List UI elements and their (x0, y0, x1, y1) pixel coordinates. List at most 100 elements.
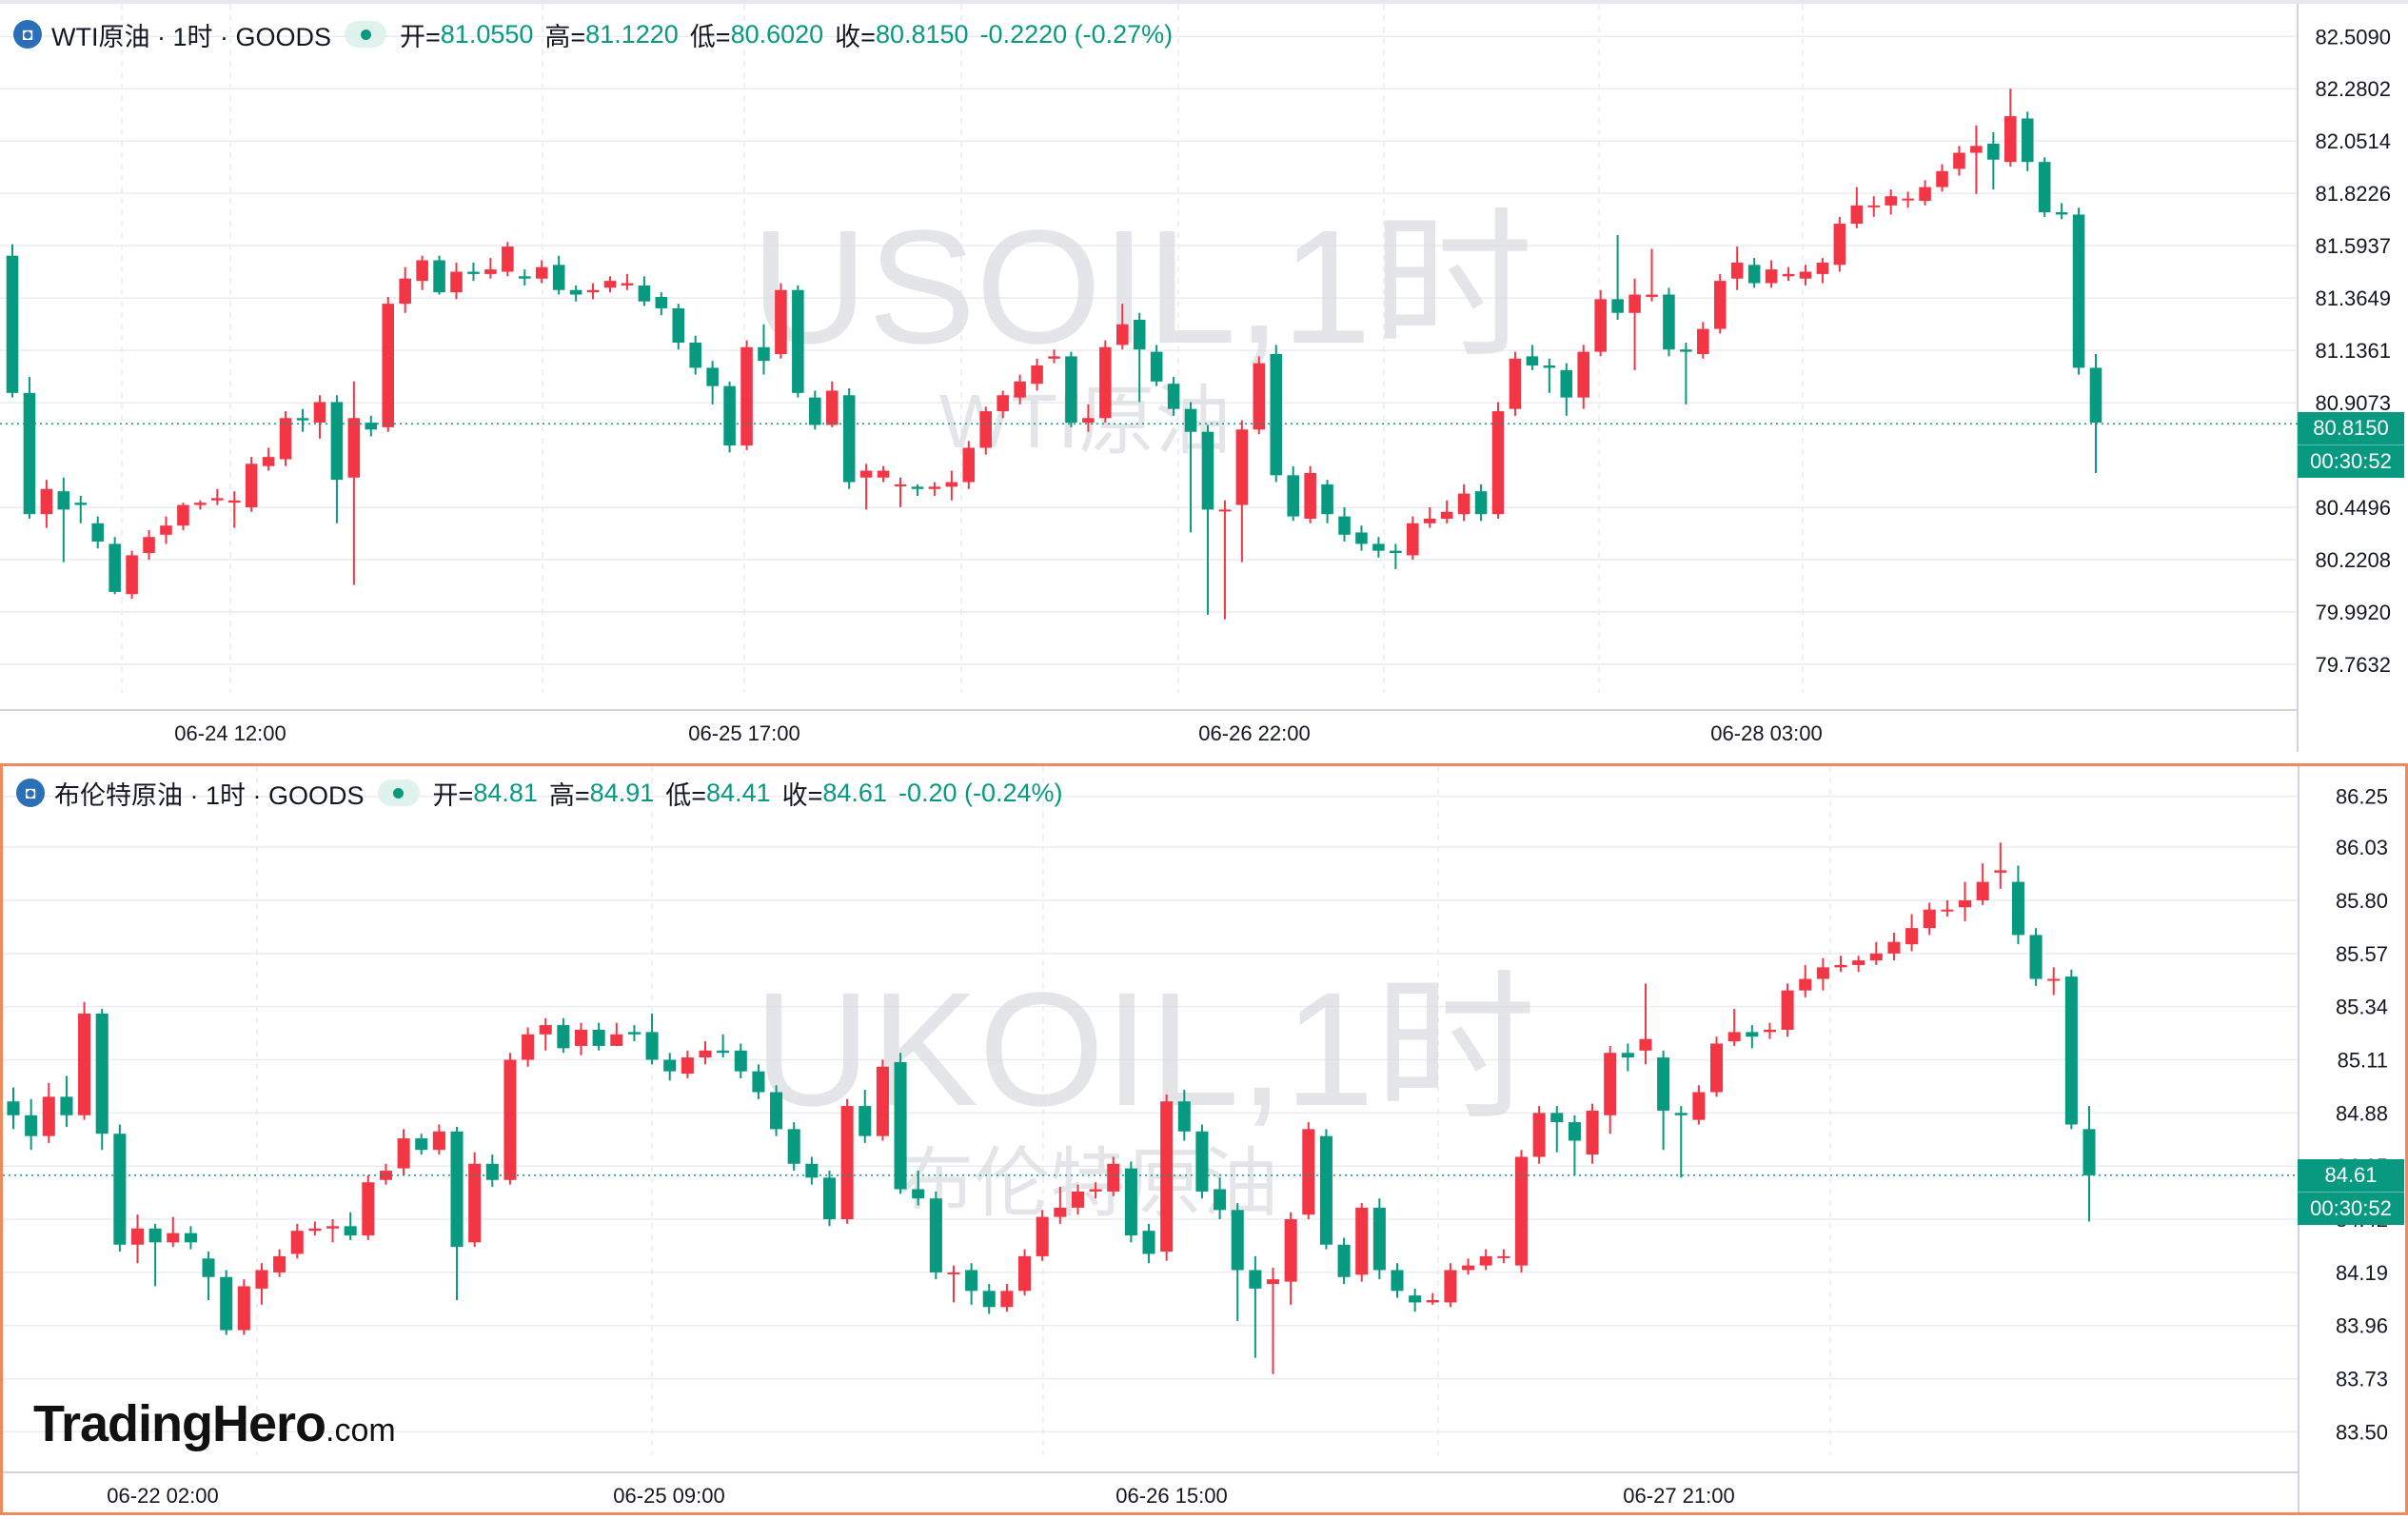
wti-x-tick-label: 06-25 17:00 (688, 721, 799, 745)
wti-candle (1150, 351, 1163, 382)
brent-low-value: 84.41 (706, 778, 771, 807)
brent-candle (167, 1233, 180, 1243)
brand-logo: TradingHero.com (33, 1394, 396, 1453)
wti-y-tick-label: 79.7632 (2315, 653, 2391, 677)
brent-candle (947, 1272, 960, 1274)
brent-x-tick-label: 06-22 02:00 (107, 1484, 218, 1508)
brent-candle (1000, 1291, 1014, 1308)
wti-candle (1782, 273, 1795, 277)
wti-candle (1423, 519, 1436, 523)
brent-candle (663, 1059, 677, 1072)
brent-candle (1657, 1057, 1670, 1111)
wti-y-tick-label: 82.0514 (2315, 129, 2391, 153)
wti-candle (792, 289, 804, 393)
brent-chart-pane[interactable]: 86.2586.0385.8085.5785.3485.1184.8884.65… (0, 763, 2408, 1515)
wti-candle (758, 346, 770, 362)
wti-candle (1184, 408, 1197, 432)
wti-candle (1747, 265, 1761, 284)
wti-candle (6, 255, 19, 393)
market-status-dot[interactable] (377, 779, 420, 806)
wti-x-tick-label: 06-26 22:00 (1198, 721, 1310, 745)
wti-y-tick-label: 82.2802 (2315, 77, 2391, 101)
brent-candle (681, 1057, 694, 1075)
brent-y-tick-label: 83.96 (2336, 1314, 2388, 1338)
brent-y-tick-label: 86.03 (2336, 836, 2388, 859)
market-status-dot[interactable] (345, 21, 386, 48)
wti-candle (2072, 214, 2085, 368)
wti-candle (877, 470, 890, 478)
brent-candle (130, 1228, 145, 1245)
brent-y-tick-label: 83.50 (2336, 1420, 2388, 1444)
brent-symbol-label[interactable]: 布伦特原油 · 1时 · GOODS (54, 780, 365, 810)
wti-candle (911, 486, 924, 489)
wti-candle (2055, 212, 2068, 215)
wti-candle (416, 260, 428, 282)
brent-candle (397, 1138, 410, 1169)
wti-candle (177, 504, 189, 526)
wti-y-tick-label: 80.4496 (2315, 496, 2391, 520)
brent-candle (1444, 1270, 1457, 1303)
brent-candle (1568, 1122, 1581, 1141)
brent-candle (1604, 1053, 1617, 1115)
wti-chart-pane[interactable]: 82.5090 82.2802 82.0514 81.8226 81.5937 81.36… (0, 0, 2408, 752)
wti-candle (1953, 152, 1965, 169)
brent-candle (2082, 1129, 2096, 1175)
wti-open-value: 81.0550 (440, 19, 534, 49)
wti-x-tick-label: 06-24 12:00 (174, 721, 286, 745)
wti-candle (1867, 205, 1881, 207)
wti-symbol-label[interactable]: WTI原油 · 1时 · GOODS (51, 22, 331, 51)
wti-candle (655, 296, 668, 308)
wti-countdown: 00:30:52 (2310, 449, 2392, 473)
wti-candle (1167, 384, 1180, 409)
wti-candle (1730, 262, 1744, 279)
wti-y-tick-label: 79.9920 (2315, 601, 2391, 624)
wti-candle (706, 367, 719, 386)
wti-candle (1474, 491, 1488, 515)
open-label: 开= (432, 780, 474, 810)
wti-candle (945, 482, 958, 487)
wti-candle (1509, 358, 1522, 409)
brent-chart-canvas[interactable]: 86.2586.0385.8085.5785.3485.1184.8884.65… (3, 766, 2405, 1512)
wti-candle (1218, 509, 1232, 512)
wti-candle (313, 402, 326, 424)
wti-last-price: 80.8150 (2298, 412, 2404, 445)
wti-candle (1765, 269, 1778, 284)
wti-candle (1663, 294, 1675, 350)
wti-candle (979, 411, 993, 448)
wti-candle (569, 289, 582, 295)
wti-candle (2004, 116, 2017, 163)
symbol-icon[interactable]: ◘ (13, 20, 42, 49)
low-label: 低= (665, 780, 707, 810)
brent-candle (876, 1066, 889, 1136)
wti-candle (1201, 431, 1214, 510)
brent-candle (1746, 1032, 1759, 1037)
wti-candle (2089, 367, 2102, 424)
brent-candle (1497, 1255, 1510, 1258)
wti-candle (1646, 294, 1658, 297)
brent-candle (148, 1228, 162, 1243)
wti-candle (1850, 205, 1864, 225)
wti-candle (143, 537, 155, 554)
brent-candle (1869, 953, 1883, 961)
wti-candle (160, 525, 172, 535)
brent-candle (699, 1050, 712, 1058)
brent-candle (1071, 1191, 1084, 1208)
wti-candle (1680, 349, 1692, 352)
wti-candle (1594, 299, 1607, 352)
brent-candle (290, 1231, 304, 1254)
brent-candle (1727, 1032, 1741, 1042)
symbol-icon[interactable]: ◘ (16, 779, 45, 807)
brent-candle (717, 1050, 730, 1054)
brent-candle (1674, 1113, 1688, 1115)
wti-candle (262, 457, 275, 466)
wti-candle (279, 418, 292, 460)
wti-candle (1457, 493, 1470, 515)
high-label: 高= (548, 780, 590, 810)
brent-candle (610, 1034, 623, 1046)
brent-candle (308, 1228, 322, 1232)
wti-candle (57, 491, 70, 510)
wti-candle (1014, 381, 1026, 398)
wti-candle (2021, 118, 2034, 163)
brent-candle (362, 1182, 375, 1236)
wti-chart-canvas[interactable]: 82.5090 82.2802 82.0514 81.8226 81.5937 81.36… (0, 4, 2408, 752)
